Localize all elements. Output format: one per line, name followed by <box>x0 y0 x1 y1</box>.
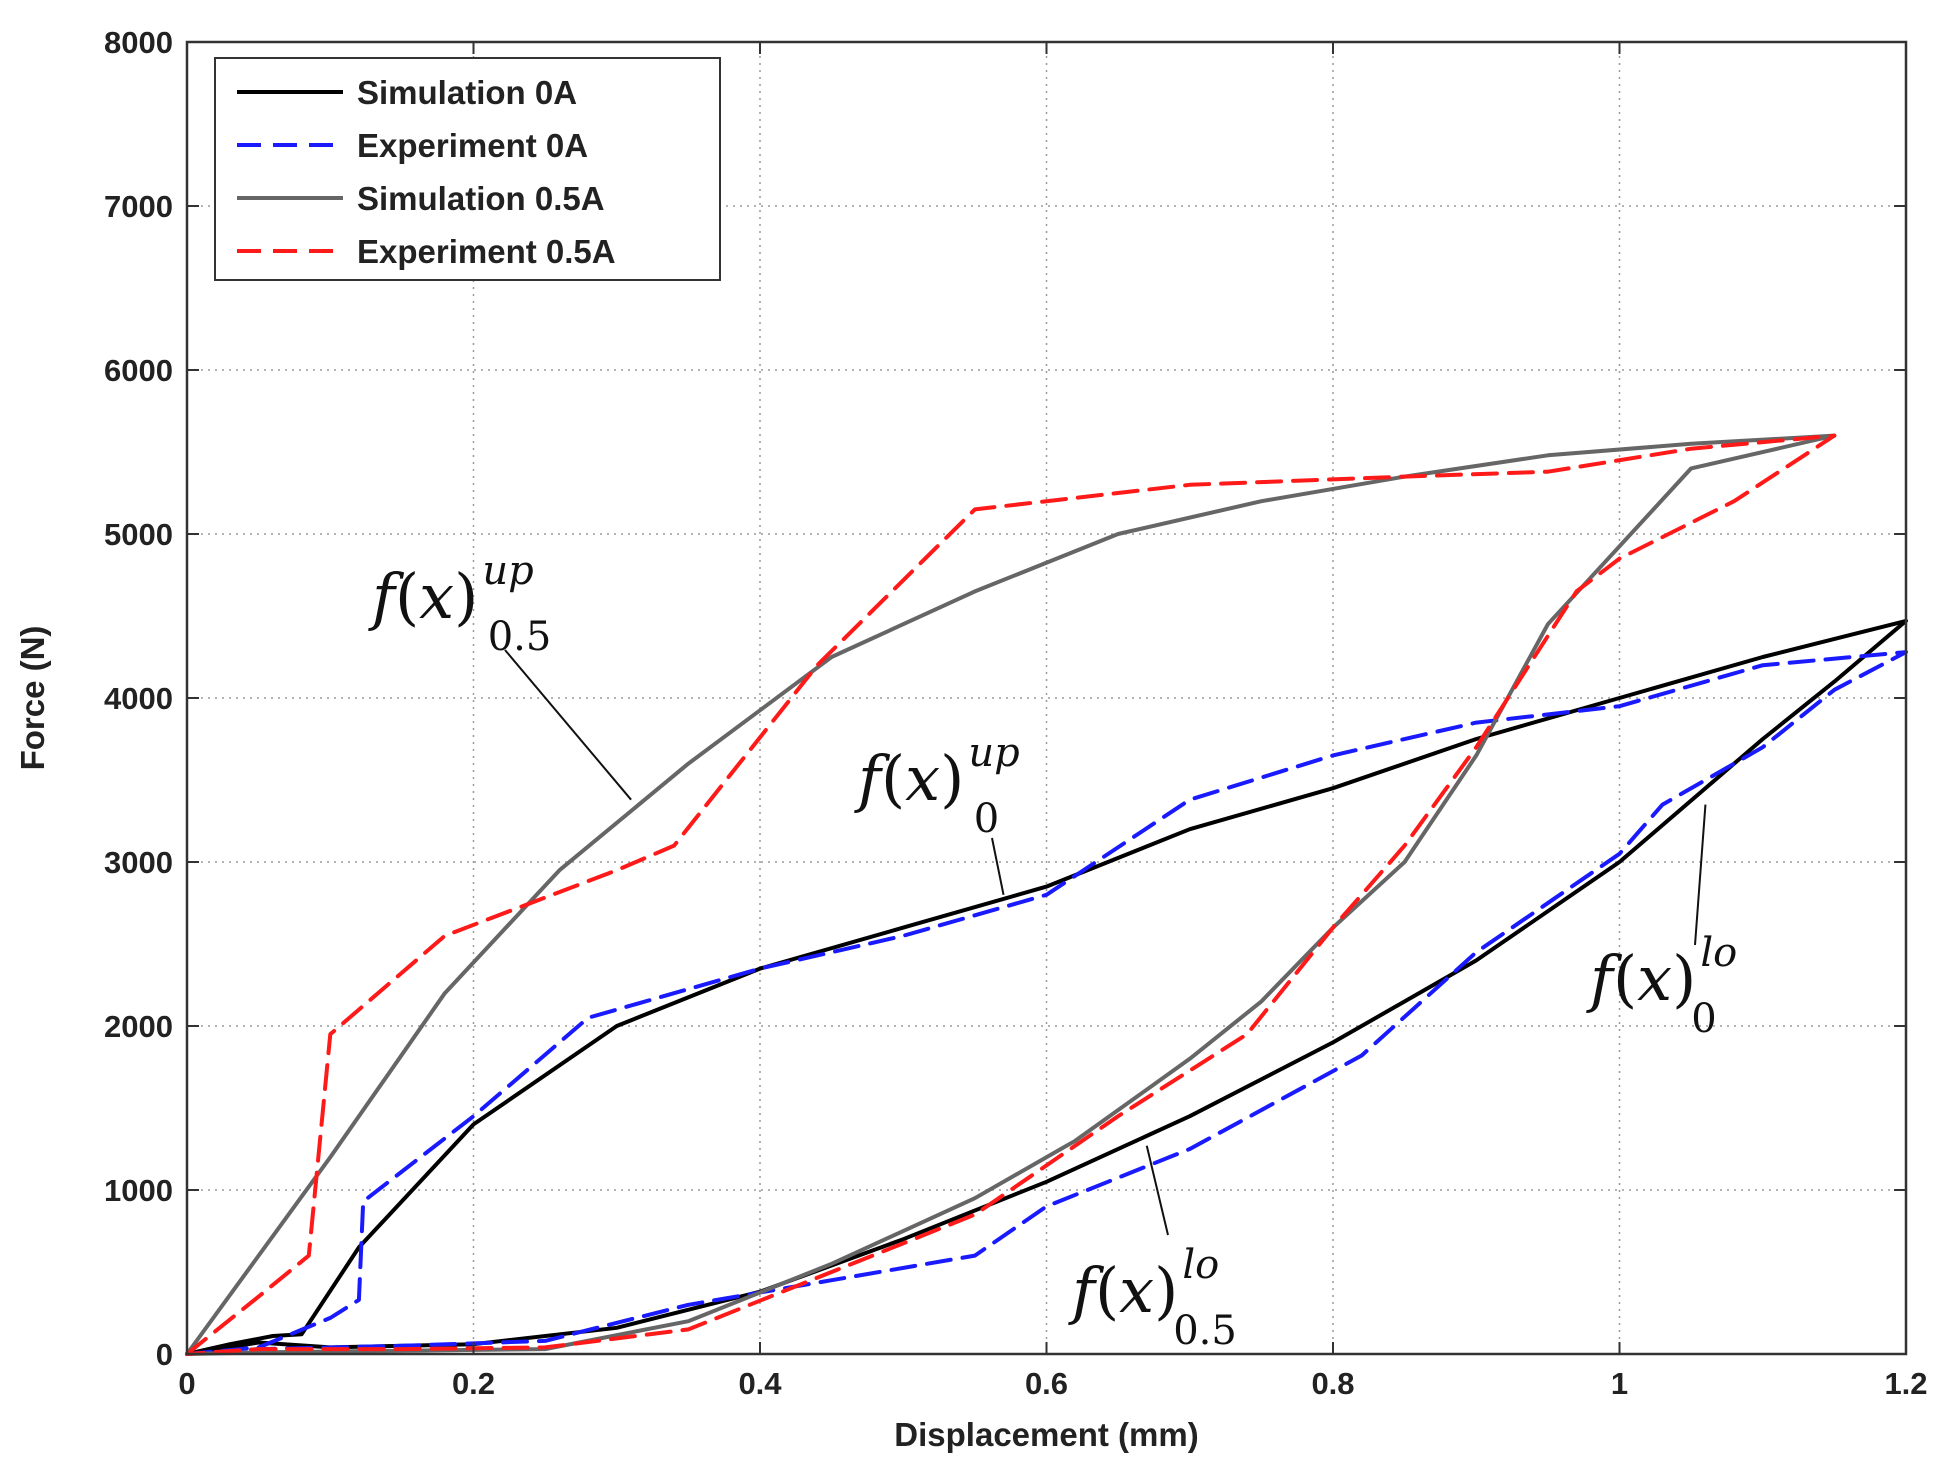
y-tick-label: 8000 <box>104 25 173 60</box>
y-tick-label: 4000 <box>104 681 173 716</box>
y-tick-label: 5000 <box>104 517 173 552</box>
x-tick-label: 0.4 <box>738 1366 782 1401</box>
x-axis-title: Displacement (mm) <box>894 1416 1198 1453</box>
legend-label: Experiment 0.5A <box>357 233 616 270</box>
annotation-leader-line <box>504 649 632 801</box>
annotation-label: f(x) lo 0 <box>1586 930 1737 1042</box>
annotation-leader-line <box>991 837 1005 895</box>
legend-label: Simulation 0A <box>357 74 577 111</box>
curve-annotations: f(x) up 0.5 f(x) up 0 f(x) lo 0 f(x) lo 0.5 <box>368 548 1737 1354</box>
axis-ticks: 0 0.2 0.4 0.6 0.8 1 1.2 0 1000 2000 3000 4000 5000 60… <box>104 25 1928 1401</box>
y-tick-label: 6000 <box>104 353 173 388</box>
legend: Simulation 0A Experiment 0A Simulation 0.5… <box>214 57 721 281</box>
annotation-leader-line <box>1145 1145 1169 1236</box>
annotation-label: f(x) lo 0.5 <box>1068 1242 1237 1354</box>
legend-box <box>214 57 721 281</box>
series-line-simulation-0-5a <box>185 433 1837 1356</box>
x-tick-label: 0.2 <box>452 1366 495 1401</box>
y-tick-label: 3000 <box>104 845 173 880</box>
y-axis-title: Force (N) <box>14 626 51 771</box>
legend-label: Simulation 0.5A <box>357 180 605 217</box>
y-tick-label: 0 <box>156 1337 173 1372</box>
annotation-f(x)-lo-0: f(x) lo 0 <box>1586 804 1737 1042</box>
annotation-label: f(x) up 0.5 <box>368 548 551 660</box>
series-line-experiment-0-5a <box>185 433 1837 1356</box>
annotation-f(x)-up-0.5: f(x) up 0.5 <box>368 548 632 801</box>
x-tick-label: 1.2 <box>1884 1366 1927 1401</box>
x-tick-label: 0 <box>178 1366 195 1401</box>
annotation-leader-line <box>1694 804 1707 946</box>
x-tick-label: 0.6 <box>1025 1366 1068 1401</box>
x-tick-label: 1 <box>1611 1366 1628 1401</box>
annotation-f(x)-up-0: f(x) up 0 <box>854 730 1020 895</box>
x-tick-label: 0.8 <box>1311 1366 1354 1401</box>
y-tick-label: 1000 <box>104 1173 173 1208</box>
annotation-label: f(x) up 0 <box>854 730 1020 842</box>
y-tick-label: 2000 <box>104 1009 173 1044</box>
y-tick-label: 7000 <box>104 189 173 224</box>
legend-label: Experiment 0A <box>357 127 588 164</box>
annotation-f(x)-lo-0.5: f(x) lo 0.5 <box>1068 1145 1237 1354</box>
